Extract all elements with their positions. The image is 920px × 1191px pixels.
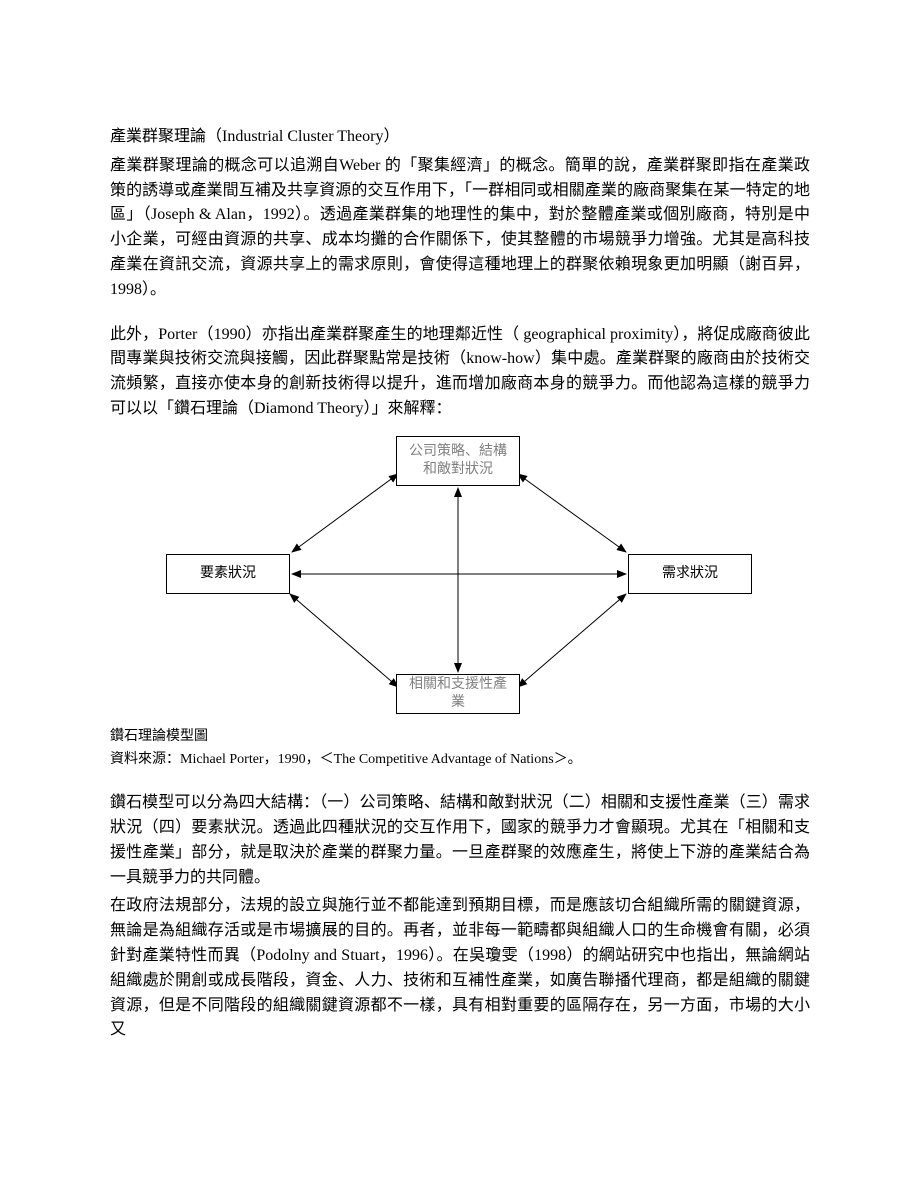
diamond-diagram: 公司策略、結構和敵對狀況 要素狀況 需求狀況 相關和支援性產業 — [110, 432, 810, 722]
page-title: 產業群聚理論（Industrial Cluster Theory） — [110, 125, 810, 150]
diagram-caption-2: 資料來源：Michael Porter，1990，＜The Competitiv… — [110, 749, 810, 771]
diagram-caption-1: 鑽石理論模型圖 — [110, 726, 810, 748]
document-content: 產業群聚理論（Industrial Cluster Theory） 產業群聚理論… — [110, 125, 810, 1043]
diagram-node-bottom: 相關和支援性產業 — [396, 674, 520, 714]
node-top-label: 公司策略、結構和敵對狀況 — [409, 443, 507, 479]
paragraph-4: 在政府法規部分，法規的設立與施行並不都能達到預期目標，而是應該切合組織所需的關鍵… — [110, 894, 810, 1043]
paragraph-2: 此外，Porter（1990）亦指出產業群聚產生的地理鄰近性（ geograph… — [110, 323, 810, 422]
paragraph-1: 產業群聚理論的概念可以追溯自Weber 的「聚集經濟」的概念。簡單的說，產業群聚… — [110, 154, 810, 303]
diagram-node-top: 公司策略、結構和敵對狀況 — [396, 436, 520, 486]
diagram-node-right: 需求狀況 — [628, 554, 752, 594]
node-right-label: 需求狀況 — [662, 565, 718, 583]
node-left-label: 要素狀況 — [200, 565, 256, 583]
node-bottom-label: 相關和支援性產業 — [403, 676, 513, 712]
paragraph-3: 鑽石模型可以分為四大結構：（一）公司策略、結構和敵對狀況（二）相關和支援性產業（… — [110, 791, 810, 890]
diagram-node-left: 要素狀況 — [166, 554, 290, 594]
